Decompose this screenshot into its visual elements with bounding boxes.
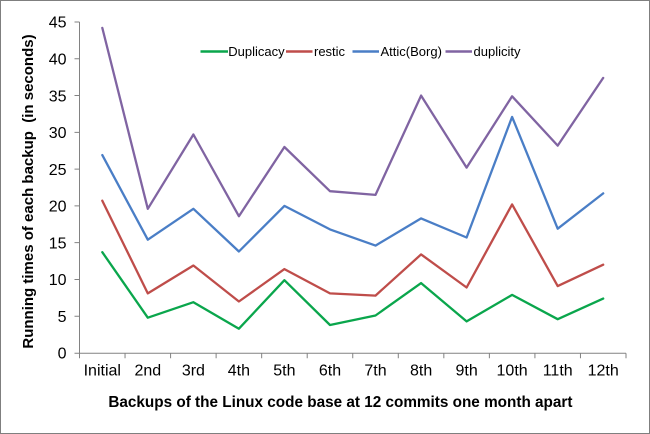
svg-text:Duplicacy: Duplicacy: [228, 44, 285, 59]
svg-text:40: 40: [49, 52, 67, 69]
svg-text:25: 25: [49, 162, 67, 179]
svg-text:Backups of the Linux code base: Backups of the Linux code base at 12 com…: [108, 394, 572, 411]
svg-text:12th: 12th: [588, 363, 619, 380]
svg-text:restic: restic: [314, 44, 346, 59]
svg-text:5: 5: [58, 309, 67, 326]
svg-text:6th: 6th: [319, 363, 341, 380]
svg-text:35: 35: [49, 88, 67, 105]
svg-text:8th: 8th: [410, 363, 432, 380]
svg-text:3rd: 3rd: [182, 363, 205, 380]
svg-text:Running times of each backup: Running times of each backup (in seconds…: [20, 34, 37, 348]
svg-text:45: 45: [49, 15, 67, 32]
svg-text:5th: 5th: [273, 363, 295, 380]
svg-text:10: 10: [49, 272, 67, 289]
svg-text:Initial: Initial: [84, 363, 121, 380]
svg-text:0: 0: [58, 346, 67, 363]
svg-text:11th: 11th: [543, 363, 573, 380]
svg-text:15: 15: [49, 235, 67, 252]
svg-text:10th: 10th: [497, 363, 528, 380]
svg-text:duplicity: duplicity: [474, 44, 521, 59]
svg-text:30: 30: [49, 125, 67, 142]
svg-text:2nd: 2nd: [134, 363, 161, 380]
svg-text:20: 20: [49, 199, 67, 216]
svg-text:4th: 4th: [228, 363, 250, 380]
svg-text:9th: 9th: [455, 363, 477, 380]
svg-text:Attic(Borg): Attic(Borg): [381, 44, 442, 59]
svg-text:7th: 7th: [364, 363, 386, 380]
